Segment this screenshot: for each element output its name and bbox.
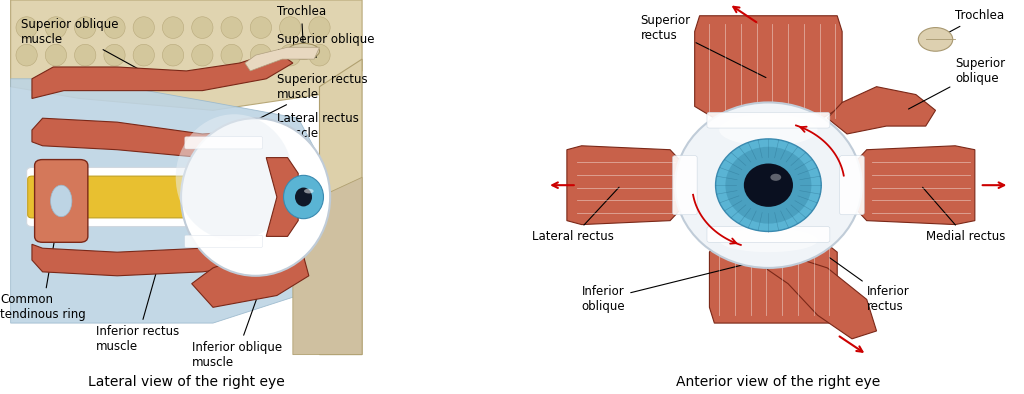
Polygon shape xyxy=(567,146,690,225)
Ellipse shape xyxy=(163,17,183,39)
Ellipse shape xyxy=(309,17,330,39)
FancyBboxPatch shape xyxy=(707,227,829,242)
FancyBboxPatch shape xyxy=(27,167,240,227)
Text: Common
tendinous ring: Common tendinous ring xyxy=(0,204,86,322)
Ellipse shape xyxy=(280,17,301,39)
Polygon shape xyxy=(754,252,877,339)
Text: Inferior
rectus: Inferior rectus xyxy=(829,258,909,314)
Ellipse shape xyxy=(50,185,72,217)
Ellipse shape xyxy=(221,45,243,66)
Ellipse shape xyxy=(191,45,213,66)
Text: Superior
rectus: Superior rectus xyxy=(641,13,766,78)
Ellipse shape xyxy=(675,102,862,268)
Ellipse shape xyxy=(163,45,183,66)
Ellipse shape xyxy=(250,17,271,39)
FancyBboxPatch shape xyxy=(184,137,262,149)
Text: Superior oblique
muscle: Superior oblique muscle xyxy=(22,17,146,74)
Ellipse shape xyxy=(103,17,125,39)
Polygon shape xyxy=(32,118,288,158)
Polygon shape xyxy=(32,51,293,98)
Polygon shape xyxy=(319,59,362,355)
Ellipse shape xyxy=(719,229,817,252)
Ellipse shape xyxy=(304,189,313,193)
Ellipse shape xyxy=(191,17,213,39)
Ellipse shape xyxy=(919,28,952,51)
Polygon shape xyxy=(847,146,975,225)
Text: Anterior view of the right eye: Anterior view of the right eye xyxy=(676,375,881,389)
Text: Inferior oblique
muscle: Inferior oblique muscle xyxy=(191,275,282,369)
Ellipse shape xyxy=(45,45,67,66)
Text: Medial rectus: Medial rectus xyxy=(923,187,1006,243)
Ellipse shape xyxy=(309,45,330,66)
FancyBboxPatch shape xyxy=(184,235,262,247)
Polygon shape xyxy=(32,240,288,276)
Text: Inferior rectus
muscle: Inferior rectus muscle xyxy=(96,263,179,353)
Text: Lateral view of the right eye: Lateral view of the right eye xyxy=(88,375,285,389)
Ellipse shape xyxy=(280,45,301,66)
Ellipse shape xyxy=(288,43,319,59)
Ellipse shape xyxy=(75,45,96,66)
Text: Trochlea: Trochlea xyxy=(276,6,326,48)
Ellipse shape xyxy=(133,45,155,66)
Ellipse shape xyxy=(716,139,821,231)
FancyBboxPatch shape xyxy=(673,156,697,215)
Ellipse shape xyxy=(743,164,793,207)
FancyBboxPatch shape xyxy=(35,160,88,242)
Polygon shape xyxy=(694,16,842,126)
Ellipse shape xyxy=(16,17,37,39)
Text: Superior oblique
tendon: Superior oblique tendon xyxy=(271,33,375,61)
Ellipse shape xyxy=(103,45,125,66)
Polygon shape xyxy=(827,87,936,134)
Polygon shape xyxy=(710,229,838,323)
Text: Lateral rectus: Lateral rectus xyxy=(532,187,620,243)
FancyBboxPatch shape xyxy=(28,176,239,218)
Text: Inferior
oblique: Inferior oblique xyxy=(582,257,775,314)
Ellipse shape xyxy=(770,174,781,181)
Ellipse shape xyxy=(295,188,312,206)
FancyBboxPatch shape xyxy=(707,112,829,128)
Ellipse shape xyxy=(16,45,37,66)
Ellipse shape xyxy=(250,45,271,66)
Polygon shape xyxy=(293,177,362,355)
Ellipse shape xyxy=(45,17,67,39)
Text: Trochlea: Trochlea xyxy=(938,9,1005,38)
Ellipse shape xyxy=(725,147,811,223)
Ellipse shape xyxy=(181,118,330,276)
Polygon shape xyxy=(10,0,362,110)
Ellipse shape xyxy=(133,17,155,39)
Ellipse shape xyxy=(719,114,817,146)
Text: Superior
oblique: Superior oblique xyxy=(908,57,1006,109)
Ellipse shape xyxy=(176,114,293,240)
Polygon shape xyxy=(266,158,298,236)
Polygon shape xyxy=(245,47,319,71)
Ellipse shape xyxy=(221,17,243,39)
FancyBboxPatch shape xyxy=(840,156,864,215)
Ellipse shape xyxy=(75,17,96,39)
Text: Lateral rectus
muscle: Lateral rectus muscle xyxy=(276,112,358,195)
Text: Superior rectus
muscle: Superior rectus muscle xyxy=(215,72,368,141)
Polygon shape xyxy=(10,79,319,323)
Polygon shape xyxy=(191,244,309,307)
Ellipse shape xyxy=(284,175,324,219)
